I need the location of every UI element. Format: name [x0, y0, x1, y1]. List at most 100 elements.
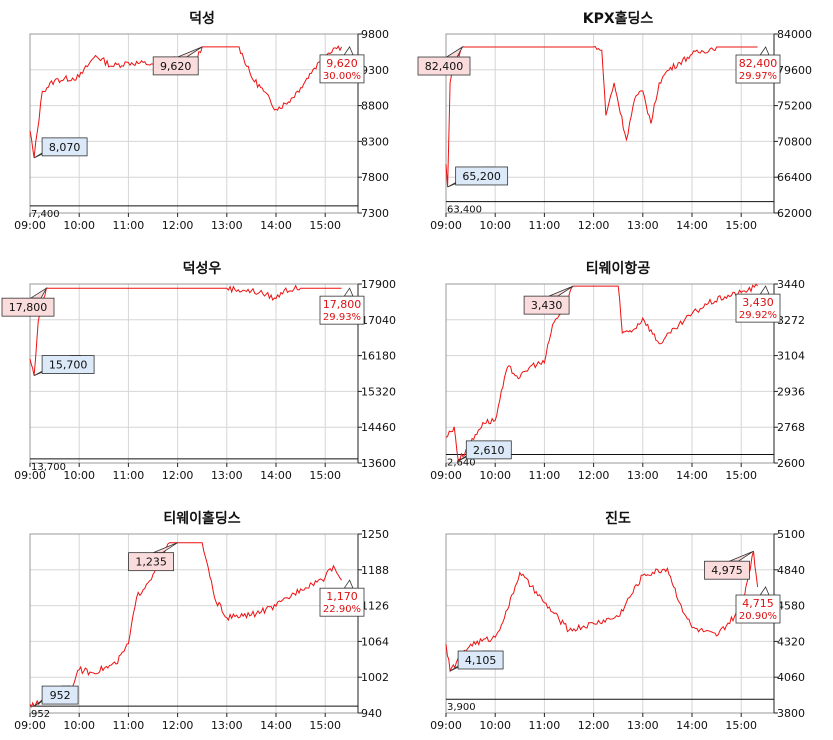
y-tick-label: 13600: [361, 457, 396, 470]
callout-value: 1,170: [326, 590, 358, 603]
chart-title: 진도: [605, 510, 631, 527]
x-tick-label: 15:00: [309, 219, 341, 232]
y-tick-label: 79600: [777, 64, 812, 77]
y-tick-label: 70800: [777, 135, 812, 148]
x-tick-label: 14:00: [260, 469, 292, 482]
x-tick-label: 10:00: [63, 719, 95, 732]
y-tick-label: 4580: [777, 600, 805, 613]
callout-box: [455, 166, 509, 186]
x-tick-label: 15:00: [309, 719, 341, 732]
callout-box: [319, 295, 365, 325]
callout-box: [417, 56, 471, 76]
y-tick-label: 2936: [777, 385, 805, 398]
x-tick-label: 15:00: [725, 469, 757, 482]
x-tick-label: 14:00: [676, 219, 708, 232]
x-tick-label: 13:00: [211, 219, 243, 232]
y-tick-label: 15320: [361, 385, 396, 398]
chart-panel: KPX홀딩스 63,400 84000 79600 75200 70800 66400 620…: [417, 10, 812, 232]
x-tick-label: 15:00: [725, 719, 757, 732]
x-tick-label: 13:00: [627, 219, 659, 232]
callout-value: 1,235: [135, 556, 167, 569]
y-tick-label: 1126: [361, 600, 389, 613]
callout-percent: 29.93%: [323, 312, 361, 323]
high-callout: 82,400: [417, 45, 471, 76]
callout-value: 4,715: [742, 597, 774, 610]
price-line: [445, 551, 759, 673]
y-tick-label: 16180: [361, 350, 396, 363]
x-tick-label: 10:00: [479, 719, 511, 732]
x-tick-label: 09:00: [14, 719, 46, 732]
x-tick-label: 10:00: [479, 219, 511, 232]
x-tick-label: 14:00: [676, 719, 708, 732]
callout-value: 2,610: [473, 444, 505, 457]
chart-panel: 덕성우 13,700 17900 17040 16180 15320 14460 13600 0…: [1, 260, 396, 482]
y-tick-label: 62000: [777, 207, 812, 220]
y-tick-label: 66400: [777, 171, 812, 184]
low-callout: 65,200: [447, 166, 509, 188]
chart-title: 티웨이홀딩스: [163, 510, 240, 527]
x-tick-label: 13:00: [211, 719, 243, 732]
y-tick-label: 4060: [777, 671, 805, 684]
callout-box: [465, 440, 512, 460]
y-tick-label: 2768: [777, 421, 805, 434]
y-tick-label: 4320: [777, 635, 805, 648]
callout-value: 3,430: [742, 296, 774, 309]
callout-value: 4,105: [465, 654, 497, 667]
y-tick-label: 1064: [361, 635, 389, 648]
y-tick-label: 17040: [361, 314, 396, 327]
y-tick-label: 940: [361, 707, 382, 720]
y-tick-label: 8800: [361, 100, 389, 113]
callout-box: [319, 54, 365, 84]
callout-pointer: [759, 586, 770, 596]
chart-title: KPX홀딩스: [583, 10, 654, 27]
callout-box: [523, 295, 570, 315]
y-tick-label: 2600: [777, 457, 805, 470]
high-callout: 3,430: [523, 285, 574, 315]
callout-percent: 20.90%: [739, 611, 777, 622]
x-tick-label: 09:00: [430, 219, 462, 232]
high-callout: 9,620: [152, 46, 203, 76]
high-callout: 17,800: [1, 287, 55, 317]
callout-box: [41, 355, 95, 374]
high-callout: 4,975: [704, 550, 754, 580]
x-tick-label: 09:00: [14, 219, 46, 232]
chart-panel: 덕성 7,400 9800 9300 8800 8300 7800 7300 09:00 10:0…: [14, 10, 389, 232]
callout-box: [735, 594, 781, 624]
x-tick-label: 11:00: [113, 219, 145, 232]
y-tick-label: 14460: [361, 421, 396, 434]
limit-low-label: 13,700: [31, 462, 66, 473]
callout-pointer: [343, 287, 354, 297]
callout-value: 65,200: [462, 170, 501, 183]
y-tick-label: 7300: [361, 207, 389, 220]
x-tick-label: 11:00: [529, 469, 561, 482]
y-tick-label: 1188: [361, 564, 389, 577]
y-tick-label: 7800: [361, 171, 389, 184]
callout-box: [735, 54, 781, 84]
y-tick-label: 8300: [361, 135, 389, 148]
x-tick-label: 12:00: [162, 719, 194, 732]
callout-value: 82,400: [425, 60, 464, 73]
y-tick-label: 3104: [777, 350, 805, 363]
x-tick-label: 14:00: [676, 469, 708, 482]
x-tick-label: 15:00: [725, 219, 757, 232]
callout-value: 82,400: [739, 57, 778, 70]
x-tick-label: 11:00: [529, 219, 561, 232]
chart-panel: 진도 3,900 5100 4840 4580 4320 4060 3800 09:00 10:0…: [430, 510, 805, 732]
limit-low-label: 7,400: [31, 209, 60, 220]
x-tick-label: 12:00: [162, 469, 194, 482]
callout-pointer: [759, 46, 770, 56]
x-tick-label: 13:00: [627, 469, 659, 482]
x-tick-label: 09:00: [14, 469, 46, 482]
high-callout: 1,235: [128, 542, 178, 572]
low-callout: 8,070: [33, 137, 88, 159]
callout-box: [1, 297, 55, 317]
callout-value: 8,070: [49, 141, 81, 154]
x-tick-label: 15:00: [309, 469, 341, 482]
limit-low-label: 63,400: [447, 205, 482, 216]
callout-percent: 29.92%: [739, 310, 777, 321]
